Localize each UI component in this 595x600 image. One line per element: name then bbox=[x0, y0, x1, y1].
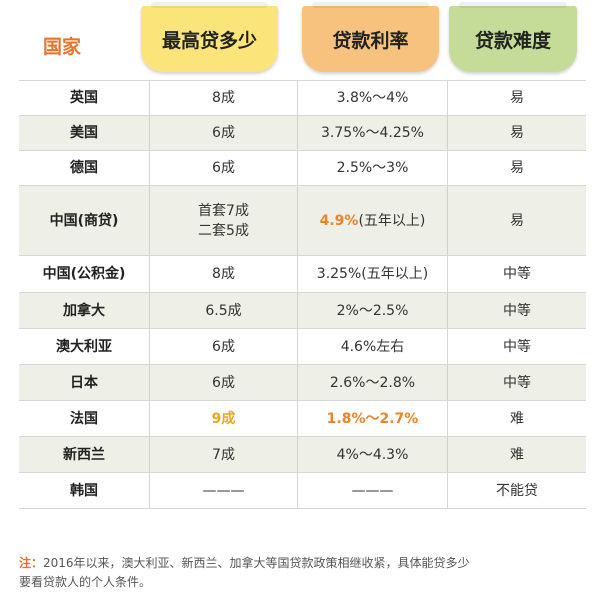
table-row-new-zealand: 新西兰 7成 4%～4.3% 难 bbox=[19, 436, 586, 472]
cell-difficulty: 中等 bbox=[503, 338, 531, 355]
cell-max-loan: 8成 bbox=[150, 81, 298, 115]
rate-highlight: 4.9% bbox=[319, 212, 359, 229]
header-country: 国家 bbox=[43, 36, 82, 58]
cell-country: 新西兰 bbox=[19, 437, 150, 472]
cell-difficulty: 中等 bbox=[503, 266, 531, 282]
footnote-text-1: 2016年以来，澳大利亚、新西兰、加拿大等国贷款政策相继收紧，具体能贷多少 bbox=[43, 556, 470, 570]
table-row-japan: 日本 6成 2.6%～2.8% 中等 bbox=[19, 364, 586, 400]
table-row-korea: 韩国 ——— ——— 不能贷 bbox=[19, 472, 586, 509]
cell-difficulty: 难 bbox=[510, 410, 524, 427]
header-max-loan-tag: 最高贷多少 bbox=[141, 2, 278, 72]
cell-difficulty: 易 bbox=[510, 212, 524, 229]
cell-difficulty: 中等 bbox=[503, 374, 531, 391]
cell-country: 美国 bbox=[19, 116, 150, 150]
cell-country: 澳大利亚 bbox=[19, 329, 150, 364]
table-header: 国家 最高贷多少 贷款利率 贷款难度 bbox=[19, 0, 586, 80]
table-row-france: 法国 9成 1.8%～2.7% 难 bbox=[19, 400, 586, 436]
table-row-germany: 德国 6成 2.5%～3% 易 bbox=[19, 150, 586, 185]
cell-country: 法国 bbox=[19, 401, 150, 436]
rate-suffix: (五年以上) bbox=[358, 212, 426, 229]
cell-rate: 2.5%～3% bbox=[298, 151, 448, 185]
cell-max-loan: 9成 bbox=[150, 401, 298, 436]
table-row-australia: 澳大利亚 6成 4.6%左右 中等 bbox=[19, 328, 586, 364]
cell-rate: 2%～2.5% bbox=[298, 293, 448, 328]
cell-difficulty: 易 bbox=[510, 160, 524, 176]
cell-max-loan: 6成 bbox=[150, 329, 298, 364]
cell-difficulty: 易 bbox=[510, 90, 524, 106]
cell-rate: 3.25%(五年以上) bbox=[298, 256, 448, 292]
table-row-canada: 加拿大 6.5成 2%～2.5% 中等 bbox=[19, 292, 586, 328]
cell-rate: 3.75%～4.25% bbox=[298, 116, 448, 150]
cell-max-loan: 7成 bbox=[150, 437, 298, 472]
cell-max-loan: 首套7成 二套5成 bbox=[150, 186, 298, 255]
cell-max-loan: 6成 bbox=[150, 151, 298, 185]
cell-max-loan: 6.5成 bbox=[150, 293, 298, 328]
footnote-line-2: 要看贷款人的个人条件。 bbox=[19, 575, 152, 589]
max-loan-second-home: 二套5成 bbox=[198, 222, 249, 239]
cell-rate: 1.8%～2.7% bbox=[298, 401, 448, 436]
cell-rate: 3.8%～4% bbox=[298, 81, 448, 115]
cell-country: 德国 bbox=[19, 151, 150, 185]
cell-difficulty: 难 bbox=[510, 446, 524, 463]
cell-max-loan: 8成 bbox=[150, 256, 298, 292]
cell-rate: 4.9% (五年以上) bbox=[298, 186, 448, 255]
cell-rate: ——— bbox=[298, 473, 448, 508]
max-loan-first-home: 首套7成 bbox=[198, 202, 249, 219]
cell-country: 韩国 bbox=[19, 473, 150, 508]
cell-country: 中国(公积金) bbox=[19, 256, 150, 292]
cell-country: 中国(商贷) bbox=[19, 186, 150, 255]
cell-max-loan: 6成 bbox=[150, 365, 298, 400]
header-rate-tag: 贷款利率 bbox=[302, 2, 439, 72]
cell-rate: 4.6%左右 bbox=[298, 329, 448, 364]
cell-country: 英国 bbox=[19, 81, 150, 115]
cell-max-loan: ——— bbox=[150, 473, 298, 508]
footnote-line-1: 注：2016年以来，澳大利亚、新西兰、加拿大等国贷款政策相继收紧，具体能贷多少 bbox=[19, 554, 589, 573]
header-difficulty-tag: 贷款难度 bbox=[449, 2, 577, 72]
cell-difficulty: 中等 bbox=[503, 302, 531, 319]
table-row-us: 美国 6成 3.75%～4.25% 易 bbox=[19, 115, 586, 150]
table-row-china-provident: 中国(公积金) 8成 3.25%(五年以上) 中等 bbox=[19, 255, 586, 292]
footnote-label: 注： bbox=[19, 556, 44, 570]
cell-country: 日本 bbox=[19, 365, 150, 400]
table-body: 英国 8成 3.8%～4% 易 美国 6成 3.75%～4.25% 易 德国 6… bbox=[19, 80, 586, 509]
table-row-china-commercial: 中国(商贷) 首套7成 二套5成 4.9% (五年以上) 易 bbox=[19, 185, 586, 255]
cell-difficulty: 不能贷 bbox=[496, 482, 538, 499]
cell-country: 加拿大 bbox=[19, 293, 150, 328]
loan-comparison-table: 国家 最高贷多少 贷款利率 贷款难度 英国 8成 3.8%～4% 易 美国 6成… bbox=[19, 0, 586, 509]
cell-max-loan: 6成 bbox=[150, 116, 298, 150]
cell-difficulty: 易 bbox=[510, 125, 524, 141]
footnote: 注：2016年以来，澳大利亚、新西兰、加拿大等国贷款政策相继收紧，具体能贷多少 … bbox=[19, 554, 589, 592]
table-row-uk: 英国 8成 3.8%～4% 易 bbox=[19, 80, 586, 115]
cell-rate: 4%～4.3% bbox=[298, 437, 448, 472]
cell-rate: 2.6%～2.8% bbox=[298, 365, 448, 400]
